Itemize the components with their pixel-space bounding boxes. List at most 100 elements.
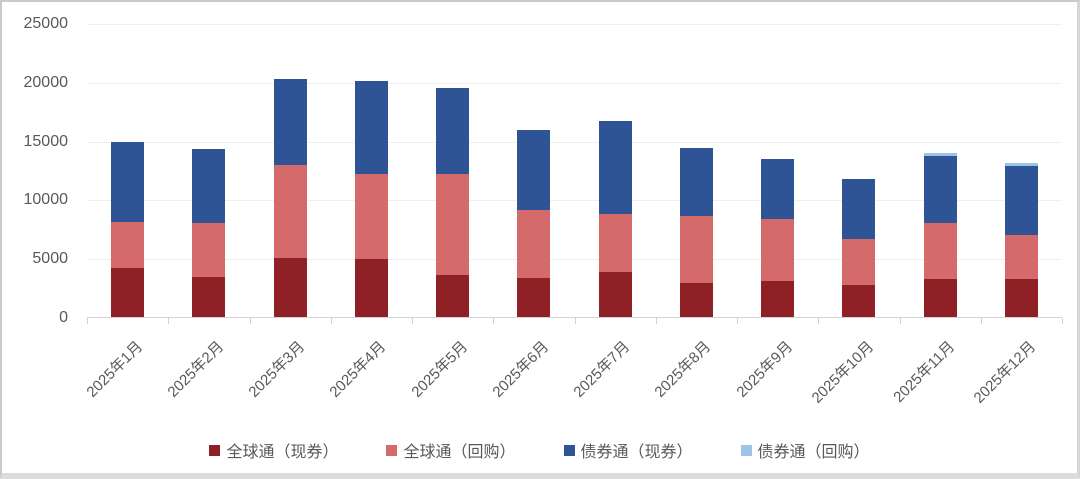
bar-2025年9月 (761, 159, 795, 317)
bar-segment (842, 239, 876, 286)
legend-item: 全球通（现券） (209, 438, 338, 462)
x-axis-tick (412, 318, 413, 324)
bar-segment (923, 155, 957, 223)
bar-segment (436, 274, 470, 317)
x-axis-label: 2025年7月 (570, 338, 634, 401)
bar-2025年7月 (598, 120, 632, 317)
x-axis-label: 2025年9月 (733, 338, 796, 401)
bar-segment (923, 152, 957, 156)
bar-segment (842, 179, 876, 240)
x-axis-label: 2025年4月 (326, 338, 390, 401)
bar-segment (598, 272, 632, 317)
bar-2025年12月 (1004, 162, 1038, 317)
x-axis-label: 2025年3月 (245, 338, 309, 401)
legend-item: 债券通（回购） (740, 438, 870, 462)
x-axis-label: 2025年1月 (83, 338, 146, 401)
x-axis-tick (168, 318, 170, 324)
gridline (87, 259, 1062, 261)
x-axis-tick (737, 318, 738, 324)
legend: 全球通（现券） 全球通（回购） 债券通（现券） 债券通（回购） (2, 438, 1077, 462)
gridline (87, 141, 1062, 143)
x-axis-label: 2025年12月 (970, 338, 1040, 407)
x-axis-tick (1062, 318, 1063, 324)
bar-segment (192, 277, 226, 317)
bar-segment (192, 222, 226, 278)
bar-segment (923, 279, 957, 317)
bar-segment (436, 87, 470, 174)
x-axis-label: 2025年10月 (808, 338, 878, 407)
x-axis-tick (574, 318, 576, 324)
bar-2025年2月 (192, 148, 226, 317)
legend-item: 全球通（回购） (386, 438, 516, 462)
bar-2025年1月 (111, 141, 145, 317)
bar-segment (1004, 162, 1038, 167)
bar-segment (761, 159, 795, 220)
legend-swatch-icon (386, 444, 398, 456)
bar-2025年11月 (923, 152, 957, 317)
plot-area (87, 24, 1062, 318)
y-axis-label: 0 (59, 309, 68, 326)
bar-segment (354, 80, 388, 174)
x-axis-line (87, 317, 1062, 318)
x-axis-label: 2025年11月 (890, 338, 959, 406)
bar-segment (1004, 166, 1038, 235)
x-axis-label: 2025年2月 (164, 338, 228, 401)
legend-label: 全球通（现券） (226, 444, 339, 461)
legend-label: 全球通（回购） (403, 444, 516, 461)
x-axis-tick (899, 318, 901, 324)
bar-2025年5月 (436, 87, 470, 317)
bar-segment (598, 213, 632, 273)
bar-segment (354, 259, 388, 317)
bar-2025年4月 (354, 80, 388, 317)
bar-2025年6月 (517, 130, 551, 317)
bar-segment (111, 267, 145, 317)
y-axis-label: 20000 (23, 73, 69, 91)
bar-segment (517, 210, 551, 279)
legend-swatch-icon (209, 444, 221, 456)
bar-segment (273, 165, 307, 259)
x-axis-tick (655, 318, 657, 324)
legend-swatch-icon (740, 444, 752, 456)
x-axis-label: 2025年6月 (489, 338, 553, 401)
bar-segment (679, 282, 713, 317)
x-axis-label: 2025年5月 (408, 338, 471, 401)
x-axis-tick (87, 318, 88, 324)
bar-segment (679, 147, 713, 216)
bar-2025年8月 (679, 147, 713, 317)
y-axis-label: 5000 (32, 250, 68, 268)
y-axis-label: 25000 (23, 15, 69, 32)
x-axis-tick (330, 318, 332, 324)
y-axis-label: 10000 (23, 191, 69, 209)
bar-segment (761, 280, 795, 317)
bar-segment (111, 141, 145, 222)
bar-segment (679, 215, 713, 283)
bar-segment (761, 219, 795, 281)
bar-segment (1004, 234, 1038, 279)
bar-2025年10月 (842, 179, 876, 317)
bar-segment (354, 173, 388, 260)
x-axis-tick (818, 318, 820, 324)
legend-item: 债券通（现券） (563, 438, 693, 462)
legend-label: 债券通（回购） (757, 444, 870, 461)
bar-segment (111, 221, 145, 268)
x-axis-tick (980, 318, 982, 324)
legend-swatch-icon (563, 444, 575, 456)
bar-segment (273, 258, 307, 317)
legend-label: 债券通（现券） (580, 444, 693, 461)
bar-segment (436, 173, 470, 275)
gridline (87, 24, 1062, 25)
bar-segment (192, 148, 226, 223)
x-axis-tick (249, 318, 251, 324)
bar-segment (517, 130, 551, 210)
bar-segment (598, 120, 632, 214)
x-axis-tick (493, 318, 495, 324)
gridline (87, 82, 1062, 84)
bar-segment (1004, 278, 1038, 317)
bar-segment (842, 285, 876, 317)
y-axis-label: 15000 (23, 132, 69, 150)
bar-segment (923, 222, 957, 280)
bar-segment (273, 79, 307, 166)
x-axis-label: 2025年8月 (651, 338, 715, 401)
gridline (87, 200, 1062, 202)
